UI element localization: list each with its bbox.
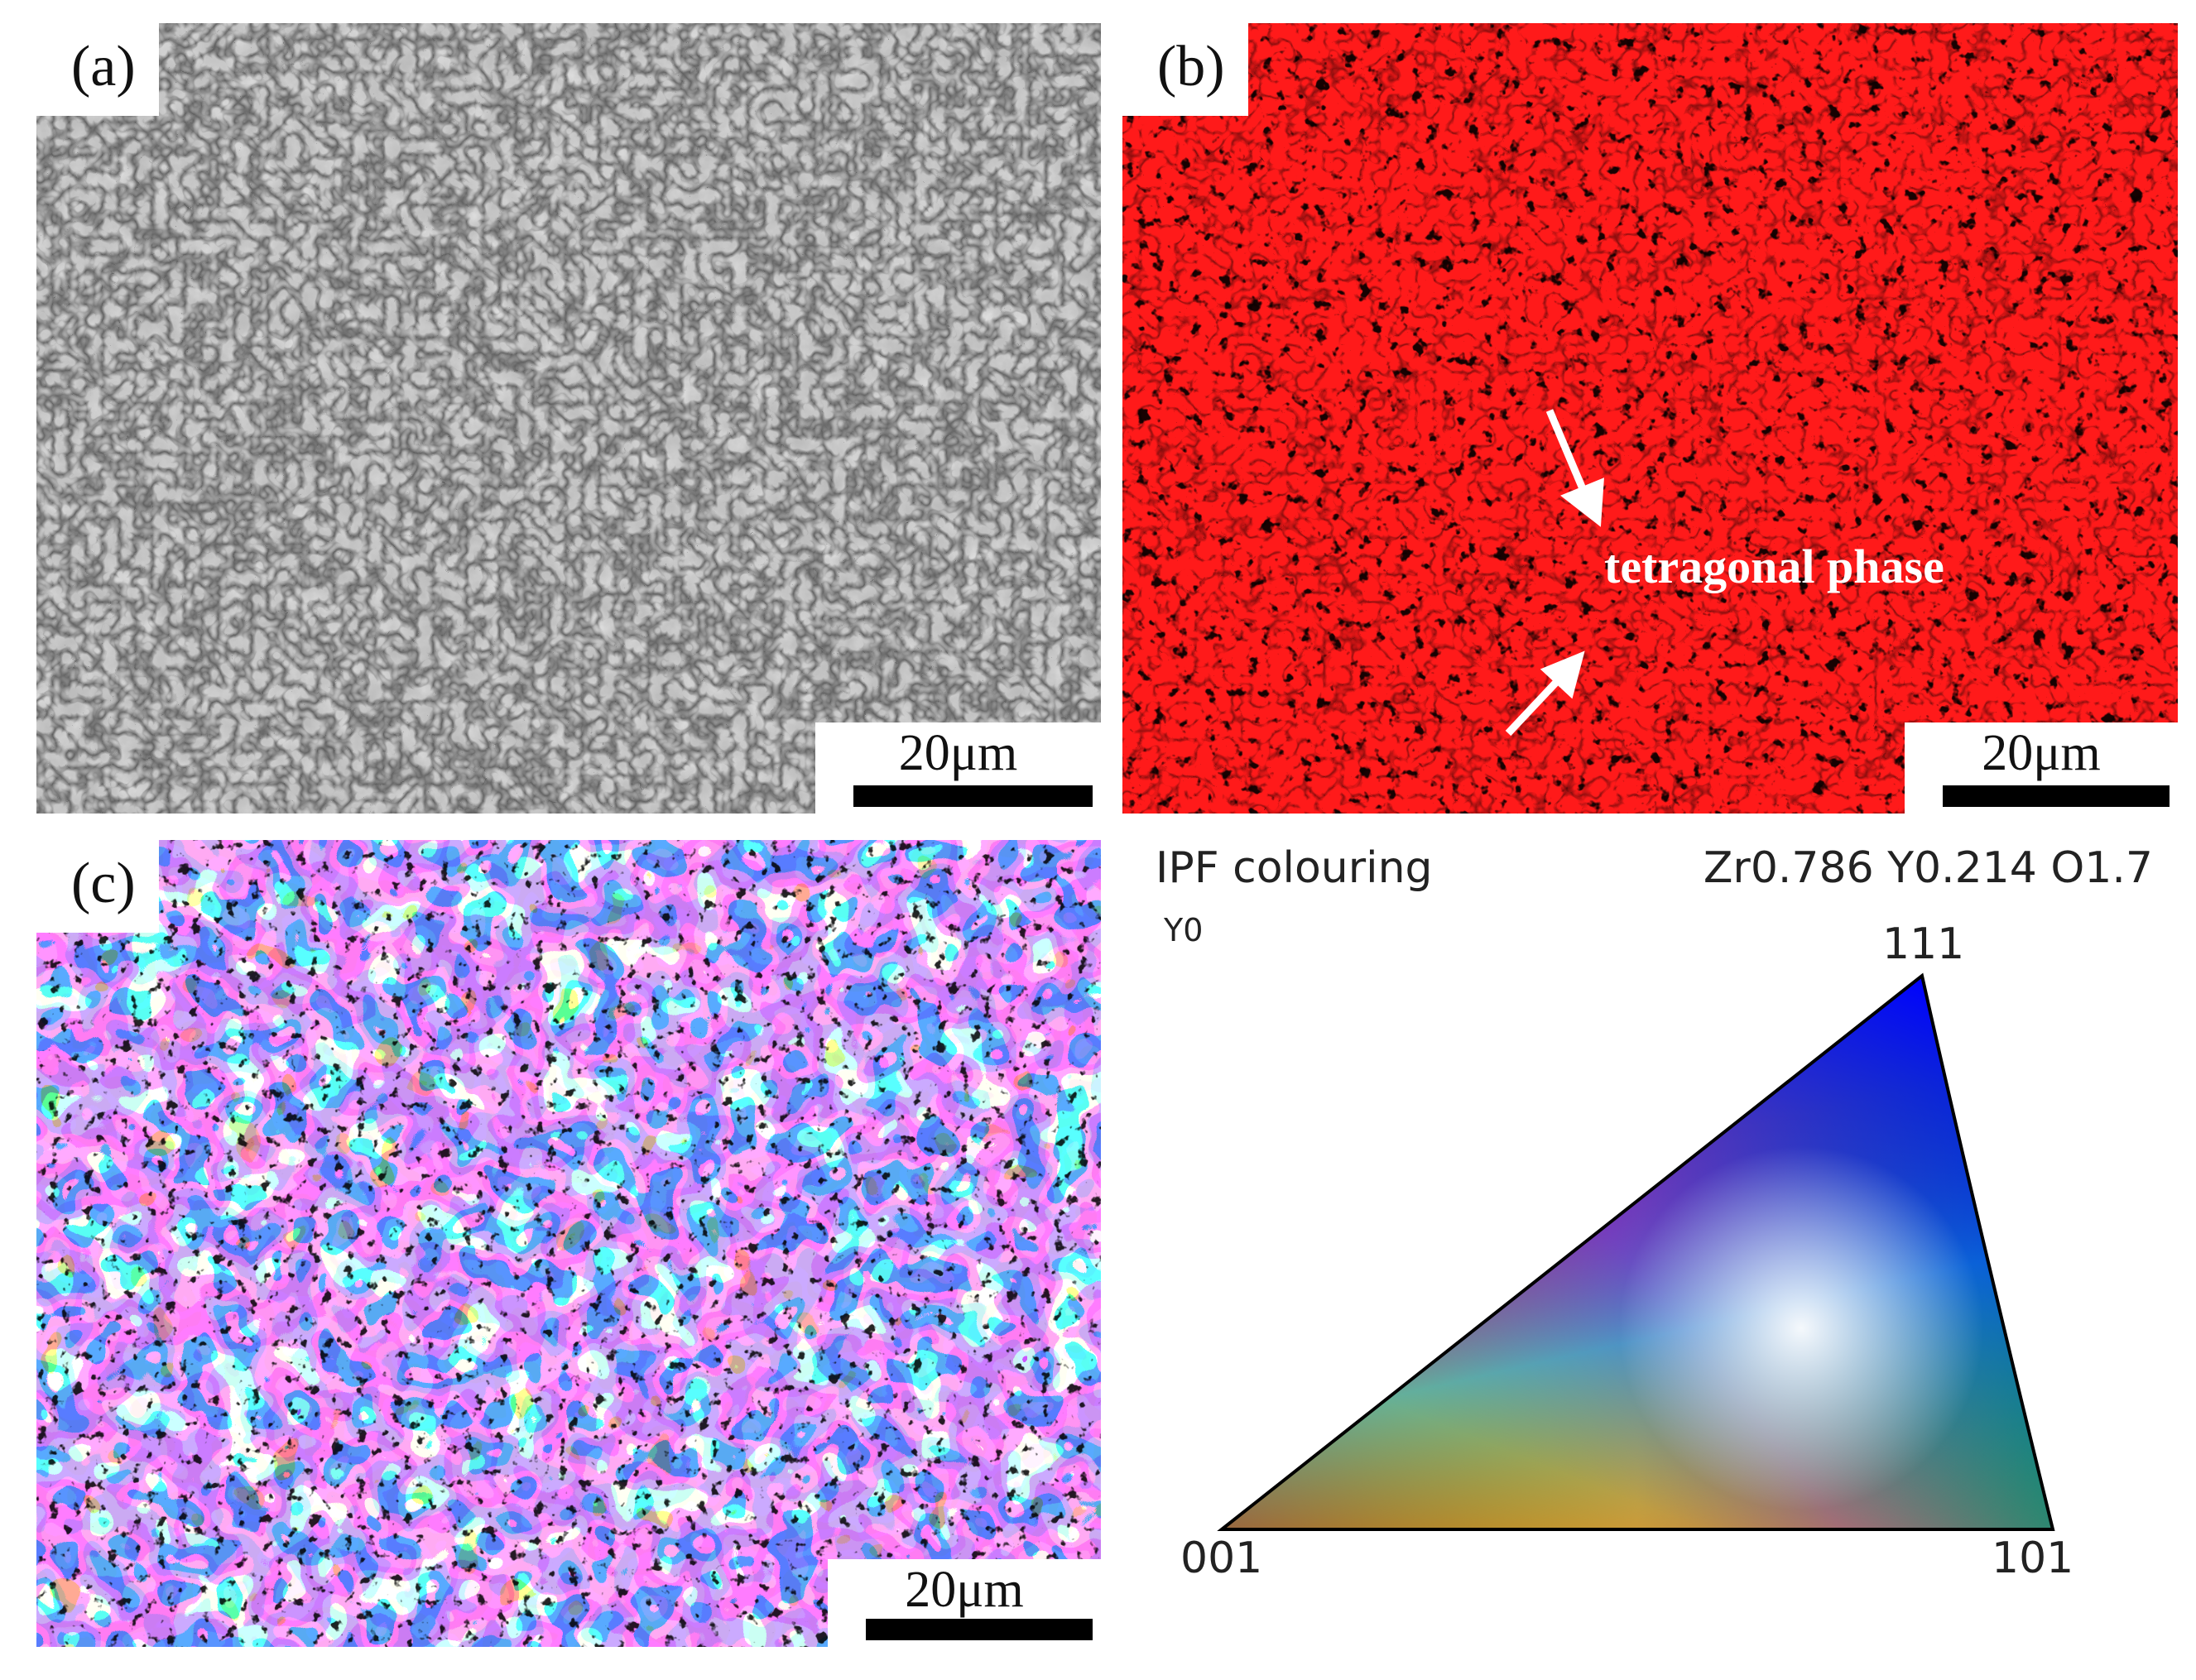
ipf-vertex-111: 111	[1882, 919, 1965, 969]
panel-c-ipf-map: (c) 20μm	[36, 840, 1101, 1647]
panel-b-phase-map: (b) tetragonal phase 20μm	[1122, 23, 2178, 814]
panel-b-scale-text: 20μm	[1982, 725, 2101, 781]
panel-b-scale-bar: 20μm	[1905, 722, 2178, 814]
ipf-vertex-001: 001	[1180, 1534, 1263, 1583]
arrow-icon	[1545, 409, 1604, 527]
sem-image	[36, 23, 1101, 814]
panel-c-scale-line	[866, 1619, 1093, 1640]
ipf-legend-direction: Y0	[1164, 912, 1204, 948]
panel-c-scale-text: 20μm	[905, 1562, 1024, 1618]
ipf-legend: IPF colouring Zr0.786 Y0.214 O1.7 Y0 111…	[1122, 832, 2178, 1659]
panel-a-scale-text: 20μm	[898, 725, 1018, 781]
phase-map-image	[1122, 23, 2178, 814]
ipf-legend-phase: Zr0.786 Y0.214 O1.7	[1703, 843, 2153, 893]
panel-a-label: (a)	[36, 23, 159, 116]
panel-a-scale-bar: 20μm	[815, 722, 1101, 814]
ipf-vertex-101: 101	[1992, 1534, 2074, 1583]
panel-a-sem-micrograph: (a) 20μm	[36, 23, 1101, 814]
arrow-icon	[1505, 650, 1585, 737]
panel-a-scale-line	[853, 785, 1093, 807]
tetragonal-phase-annotation: tetragonal phase	[1604, 540, 1944, 593]
ipf-map-image	[36, 840, 1101, 1647]
panel-b-label: (b)	[1122, 23, 1248, 116]
panel-c-label: (c)	[36, 840, 159, 933]
panel-c-scale-bar: 20μm	[828, 1559, 1101, 1647]
panel-b-scale-line	[1943, 785, 2170, 807]
ipf-legend-title: IPF colouring	[1156, 843, 1433, 893]
